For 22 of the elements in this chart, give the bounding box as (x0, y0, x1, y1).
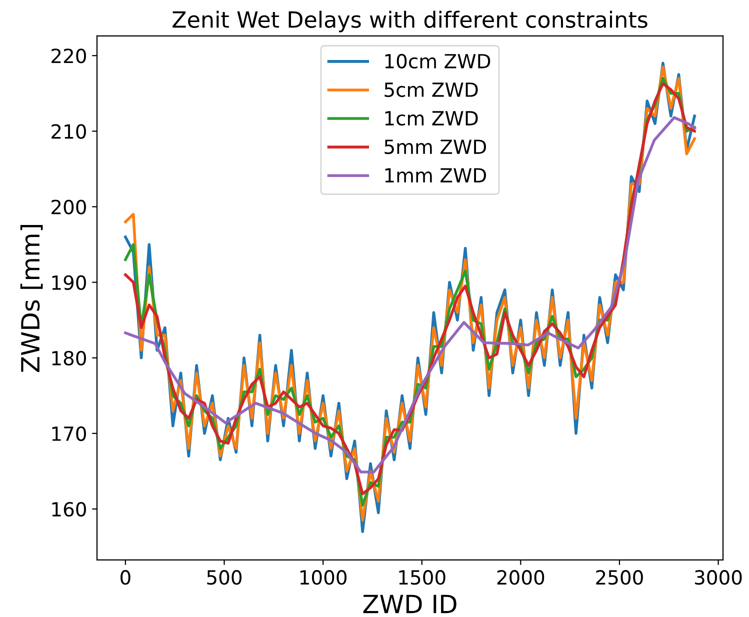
x-tick-label: 3000 (695, 570, 742, 585)
x-tick-label: 1500 (399, 570, 446, 585)
y-axis-title: ZWDs [mm] (20, 224, 43, 372)
x-tick-label: 2500 (596, 570, 643, 585)
y-tick-label: 180 (52, 350, 86, 366)
x-tick-label: 0 (120, 570, 130, 585)
y-tick-label: 190 (52, 275, 86, 290)
legend-label: 5cm ZWD (384, 82, 478, 98)
legend-label: 5mm ZWD (384, 140, 486, 154)
y-tick-label: 170 (52, 426, 86, 442)
x-axis-title: ZWD ID (363, 594, 456, 614)
y-tick-label: 160 (52, 502, 86, 517)
legend-label: 10cm ZWD (385, 54, 490, 69)
legend-label: 1mm ZWD (385, 168, 486, 182)
y-tick-label: 210 (52, 124, 86, 139)
y-tick-label: 220 (52, 48, 86, 64)
x-tick-label: 500 (207, 570, 242, 585)
x-tick-label: 1000 (300, 570, 347, 585)
chart-title: Zenit Wet Delays with different constraints (172, 10, 648, 32)
x-tick-label: 2000 (497, 570, 544, 585)
y-tick-label: 200 (52, 200, 86, 214)
legend-label: 1cm ZWD (385, 111, 478, 126)
